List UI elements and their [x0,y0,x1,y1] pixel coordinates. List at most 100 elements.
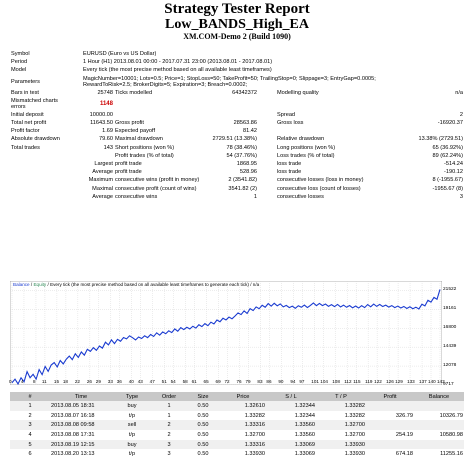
x-tick-label: 119 [365,379,373,384]
x-tick-label: 94 [290,379,296,384]
mismatch-label-line2: errors [11,103,26,110]
max-cons-loss-value: -1955.67 (8) [432,185,463,192]
net-profit-value: 11643.50 [90,120,113,127]
order-cell: 11255.16 [440,451,463,458]
bars-label: Bars in test [11,89,39,96]
order-cell: 1.33560 [294,431,315,438]
avg-cons-wins-value: 1 [253,193,257,200]
long-positions-label: Long positions (won %) [277,144,336,151]
average-label: Average [92,169,113,176]
x-tick-label: 126 [386,379,394,384]
order-cell: 1 [10,401,50,411]
gross-profit-value: 28563.86 [233,120,257,127]
order-cell: 1.32344 [294,412,315,419]
balance-chart [10,281,442,385]
rel-drawdown-value: 13.38% (2729.51) [418,136,463,143]
x-tick-label: 104 [320,379,328,384]
order-cell: 2 [152,420,186,431]
initial-deposit-value: 10000.00 [89,111,113,118]
orders-header-2: Type [112,392,152,401]
average-loss-label: loss trade [277,169,302,176]
x-tick-label: 0 [9,379,12,384]
gross-profit-label: Gross profit [115,120,144,127]
report-title: Strategy Tester Report [164,1,310,17]
order-cell: buy [112,439,152,450]
ticks-label: Ticks modelled [115,89,153,96]
order-cell: 1.33282 [316,401,366,411]
max-cons-loss-label: consecutive loss (count of losses) [277,185,361,192]
table-row: 2 2013.08.07 16:18 t/p 1 0.50 1.33282 1.32344 1… [10,411,464,421]
model-label: Model [11,67,27,74]
order-cell: 326.79 [395,412,413,419]
largest-profit-label: profit trade [115,160,142,167]
x-tick-label: 122 [374,379,382,384]
server-info: XM.COM-Demo 2 (Build 1090) [183,32,291,41]
summary-table: Symbol EURUSD (Euro vs US Dollar) Period… [10,50,464,201]
gross-loss-value: -16920.37 [437,120,463,127]
profit-trades-label: Profit trades (% of total) 54 (37.76%) [115,152,257,159]
params-label: Parameters [11,78,40,85]
x-tick-label: 8 [32,379,36,384]
short-positions-label: Short positions (won %) 78 (38.46%) [115,144,257,151]
max-cons-wins-label: consecutive wins (profit in money) 2 (354… [115,177,257,184]
max-cons-losses-label: consecutive losses (loss in money) [277,177,364,184]
order-cell: 2013.08.05 18:31 [50,401,112,411]
rel-drawdown-label: Relative drawdown [277,136,325,143]
ea-name: Low_BANDS_High_EA [165,17,309,32]
max-cons-losses-value: 8 (-1955.67) [432,177,463,184]
gross-loss-label: Gross loss [277,120,304,127]
balance-line [11,289,441,385]
order-cell: 0.50 [186,439,220,450]
y-tick-label: 12078 [443,363,457,369]
params-line-1: MagicNumber=10001; Lots=0.5; Price=1; St… [83,75,376,82]
x-tick-label: 4 [20,379,24,384]
y-tick-label: 21522 [443,287,457,293]
order-cell [414,439,464,450]
x-tick-label: 36 [116,379,122,384]
y-tick-label: 9717 [443,382,454,387]
x-tick-label: 47 [149,379,155,384]
table-row: 4 2013.08.08 17:31 t/p 2 0.50 1.32700 1.33560 1… [10,430,464,440]
x-tick-label: 137 [419,379,427,384]
orders-header-5: Price [220,392,266,401]
initial-deposit-label: Initial deposit [11,111,44,118]
order-cell: 3 [10,420,50,431]
order-cell: 1.33316 [220,439,266,450]
maximum-label: Maximum [88,177,113,184]
order-cell: 1.32700 [316,420,366,431]
x-tick-label: 40 [128,379,134,384]
x-tick-label: 11 [41,379,47,384]
table-row: 3 2013.08.08 09:58 sell 2 0.50 1.33316 1.33560… [10,420,464,431]
order-cell: 0.50 [186,401,220,411]
orders-header-1: Time [50,392,112,401]
order-cell: 1 [152,401,186,411]
x-tick-label: 58 [182,379,188,384]
profit-factor-label: Profit factor [11,128,40,135]
order-cell: 10580.98 [439,431,463,438]
order-cell: 1.33069 [294,451,315,458]
net-profit-label: Total net profit [11,120,47,127]
quality-value: n/a [455,89,463,96]
order-cell [366,401,414,411]
order-cell: 2013.08.19 12:15 [50,439,112,450]
order-cell: t/p [128,412,136,419]
abs-drawdown-label: Absolute drawdown [11,136,60,143]
chart-header-equity: Equity [33,282,47,287]
order-cell: t/p [128,451,136,458]
order-cell: 1.33930 [244,451,265,458]
x-tick-label: 97 [299,379,305,384]
spread-value: 2 [459,111,463,118]
x-tick-label: 65 [203,379,209,384]
order-cell: 1.32700 [344,431,365,438]
params-line-2: RewardToRisk=2.5; BrokerDigits=5; Expira… [83,81,248,88]
orders-header-6: S / L [266,392,316,401]
largest-label: Largest [94,160,113,167]
order-cell: 2013.08.08 09:58 [50,420,112,431]
order-cell: 2013.08.08 17:31 [51,431,95,438]
chart-header-balance: Balance [13,282,30,287]
chart-header-rest: / Every tick (the most precise method ba… [46,282,260,287]
total-trades-label: Total trades [11,144,40,151]
symbol-label: Symbol [11,51,30,58]
x-tick-label: 26 [86,379,92,384]
order-cell [414,420,464,431]
